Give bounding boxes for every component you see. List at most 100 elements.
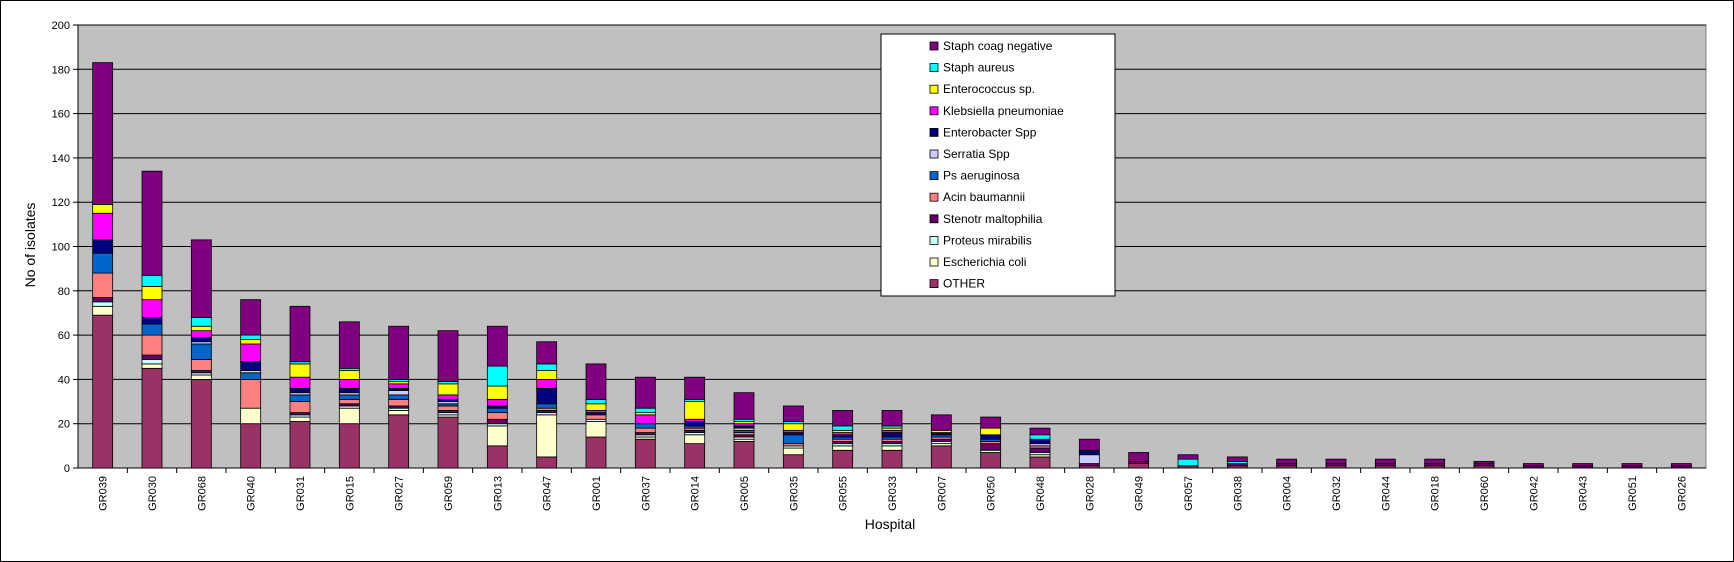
bar-segment [141,170,163,276]
bar-segment [338,394,360,400]
bar-segment [141,316,163,325]
bar-segment [240,343,262,363]
legend-label: Staph coag negative [943,39,1053,53]
bar-segment [486,365,508,387]
bar-segment [634,376,656,409]
bar-segment [388,383,410,389]
bar-segment [437,383,459,396]
bar-segment [733,441,755,469]
bar-segment [782,454,804,469]
x-tick-label: GR018 [1430,476,1442,511]
bar-segment [536,387,558,405]
bar-segment [190,316,212,327]
x-tick-label: GR059 [443,476,455,511]
bar-segment [486,407,508,414]
bar-segment [634,423,656,429]
bar-segment [1078,454,1100,464]
bar-segment [141,359,163,365]
legend-label: Serratia Spp [943,147,1010,161]
bar-segment [92,297,114,303]
bar-segment [1078,449,1100,456]
bar-segment [190,359,212,371]
bar-segment [1177,458,1199,467]
bar-segment [684,401,706,420]
x-tick-label: GR033 [887,476,899,511]
x-tick-label: GR032 [1331,476,1343,511]
legend-label: OTHER [943,277,985,291]
bar-segment [141,285,163,301]
x-tick-label: GR005 [739,476,751,511]
bar-segment [92,301,114,307]
bar-segment [388,398,410,407]
legend-label: Klebsiella pneumoniae [943,104,1064,118]
bar-segment [832,425,854,431]
bar-segment [684,434,706,445]
legend-label: Stenotr maltophilia [943,212,1043,226]
bar-segment [782,423,804,431]
legend-swatch [929,235,939,245]
x-tick-label: GR027 [394,476,406,511]
legend-swatch [929,149,939,159]
bar-segment [141,363,163,369]
bar-segment [240,407,262,425]
bar-segment [585,398,607,405]
y-tick-label: 20 [58,419,70,431]
gridlines [78,24,1706,425]
x-tick-label: GR037 [640,476,652,511]
bar-segment [536,378,558,389]
bar-segment [190,239,212,318]
bar-segment [684,421,706,427]
bar-segment [388,325,410,380]
x-axis-label: Hospital [865,516,916,532]
x-tick-label: GR057 [1183,476,1195,511]
bar-segment [486,418,508,425]
bar-segment [1473,460,1495,464]
legend-label: Enterobacter Spp [943,125,1037,139]
legend-swatch [929,257,939,267]
bar-segment [437,405,459,411]
x-tick-label: GR040 [246,476,258,511]
bar-segment [388,390,410,396]
bar-segment [832,410,854,427]
bar-segment [437,394,459,400]
bar-segment [437,416,459,469]
bar-segment [980,434,1002,440]
bar-segment [240,299,262,336]
x-tick-label: GR044 [1380,476,1392,511]
y-tick-label: 160 [52,109,70,121]
bar-segment [782,447,804,456]
x-tick-label: GR047 [542,476,554,511]
bar-segment [782,434,804,445]
bar-segment [486,425,508,447]
bar-segment [1029,456,1051,469]
bar-segment [141,274,163,287]
bar-segment [388,410,410,416]
x-tick-label: GR050 [986,476,998,511]
bar-segment [338,423,360,469]
legend-swatch [929,84,939,94]
legend-label: Escherichia coli [943,255,1026,269]
bar-segment [881,449,903,469]
bar-segment [1572,463,1594,467]
x-tick-label: GR051 [1627,476,1639,511]
y-tick-label: 80 [58,286,70,298]
bar-segment [92,212,114,241]
bar-segment [536,414,558,458]
bar-segment [536,341,558,365]
bar-segment [1128,452,1150,462]
bar-segment [881,432,903,438]
bar-segment [585,363,607,400]
bar-segment [240,334,262,340]
x-tick-label: GR013 [492,476,504,511]
x-tick-label: GR048 [1035,476,1047,511]
legend-box [880,33,1116,297]
bar-segment [338,398,360,405]
bar-segment [1621,463,1643,467]
bar-segment [388,414,410,469]
x-tick-label: GR030 [147,476,159,511]
bar-segment [980,427,1002,436]
bar-segment [881,445,903,451]
bar-segment [92,305,114,316]
